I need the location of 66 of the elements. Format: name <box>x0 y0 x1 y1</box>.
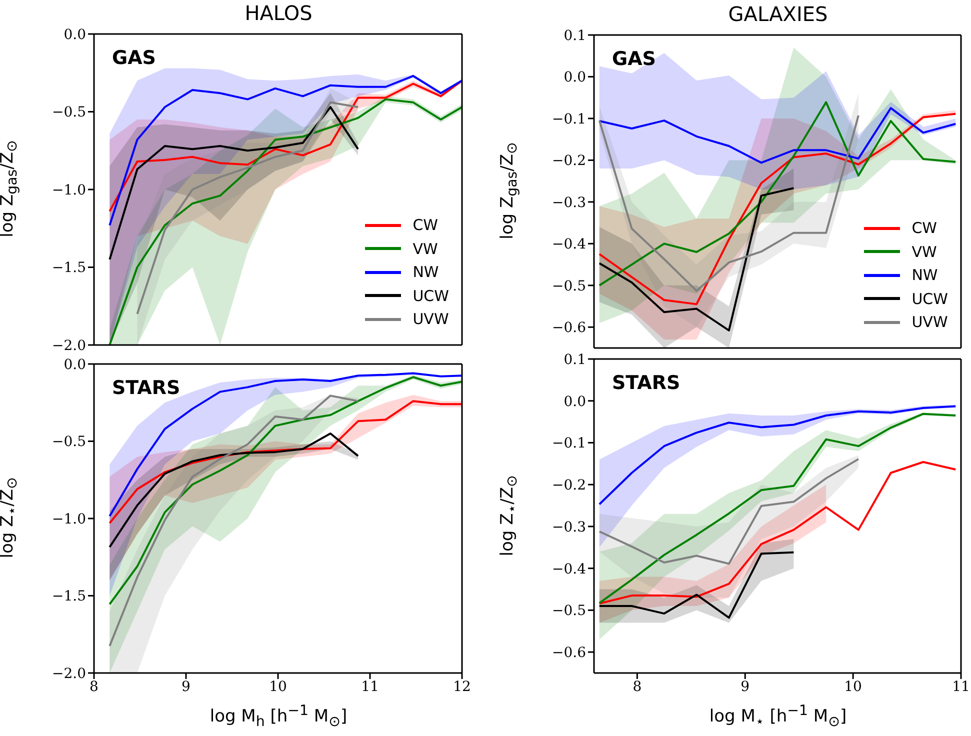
line-series <box>598 107 957 164</box>
x-tick-label: 11 <box>952 678 970 695</box>
annotation: GAS <box>612 48 656 70</box>
line-series <box>108 432 360 548</box>
legend-label: UCW <box>412 286 449 305</box>
line-series <box>598 551 795 619</box>
line-series <box>598 412 957 604</box>
y-tick-label: 0.1 <box>564 352 586 368</box>
x-tick-label: 12 <box>453 678 471 695</box>
y-tick-label: −0.6 <box>552 320 586 336</box>
x-tick-label: 10 <box>269 678 287 695</box>
y-tick-label: −1.0 <box>52 511 86 528</box>
y-tick-label: −1.5 <box>52 260 86 276</box>
y-tick-label: 0.0 <box>64 26 86 43</box>
y-tick-label: −0.1 <box>552 111 586 128</box>
y-tick-label: −0.4 <box>552 236 586 253</box>
y-tick-label: 0.0 <box>564 394 586 410</box>
line-series <box>598 460 957 604</box>
y-tick-label: −0.5 <box>552 278 586 294</box>
legend-label: NW <box>412 263 439 282</box>
legend-label: VW <box>912 242 937 261</box>
chart-title: GALAXIES <box>727 2 829 26</box>
line-series <box>598 114 860 292</box>
x-axis-title: log M$_{⋆}$ [h$^{−1}$ M$_{⊙}$] <box>708 703 848 730</box>
x-tick-label: 8 <box>90 678 98 695</box>
y-tick-label: −0.2 <box>552 478 586 494</box>
x-tick-label: 10 <box>844 678 862 695</box>
x-axis-title: log M$_{h}$ [h$^{−1}$ M$_{⊙}$] <box>208 703 348 730</box>
legend-label: UCW <box>912 290 948 308</box>
y-tick-label: 0.0 <box>564 70 586 86</box>
y-tick-label: −0.6 <box>552 645 586 662</box>
y-tick-label: −2.0 <box>52 338 86 354</box>
y-tick-label: −0.1 <box>552 436 586 452</box>
legend-label: NW <box>912 266 938 284</box>
line-series <box>108 400 462 524</box>
x-tick-label: 8 <box>632 678 642 695</box>
y-tick-label: −0.5 <box>52 434 86 450</box>
legend-label: UVW <box>412 310 449 328</box>
y-tick-label: 0.1 <box>564 28 586 44</box>
y-tick-label: −0.3 <box>552 194 586 211</box>
legend-label: VW <box>412 240 438 258</box>
line-series <box>598 458 860 565</box>
y-tick-label: 0.0 <box>64 356 86 373</box>
x-tick-label: 9 <box>182 678 190 695</box>
x-tick-label: 11 <box>361 678 379 695</box>
annotation: STARS <box>612 372 680 394</box>
y-tick-label: −1.5 <box>52 588 86 605</box>
y-tick-label: −0.5 <box>52 104 86 121</box>
chart-title: HALOS <box>244 1 314 25</box>
annotation: GAS <box>112 47 156 69</box>
y-tick-label: −0.5 <box>552 603 586 620</box>
line-series <box>136 101 360 315</box>
y-tick-label: −0.4 <box>552 561 586 578</box>
line-series <box>108 372 462 518</box>
line-series <box>598 187 795 332</box>
y-tick-label: −0.2 <box>552 153 586 170</box>
legend-label: CW <box>412 216 438 234</box>
line-series <box>598 405 957 506</box>
annotation: STARS <box>112 377 180 399</box>
y-tick-label: −2.0 <box>52 666 86 682</box>
x-tick-label: 9 <box>740 678 750 695</box>
legend-label: UVW <box>912 313 948 332</box>
y-tick-label: −0.3 <box>552 519 586 536</box>
y-tick-label: −1.0 <box>52 182 86 198</box>
line-series <box>108 106 360 260</box>
legend-label: CW <box>912 219 938 238</box>
